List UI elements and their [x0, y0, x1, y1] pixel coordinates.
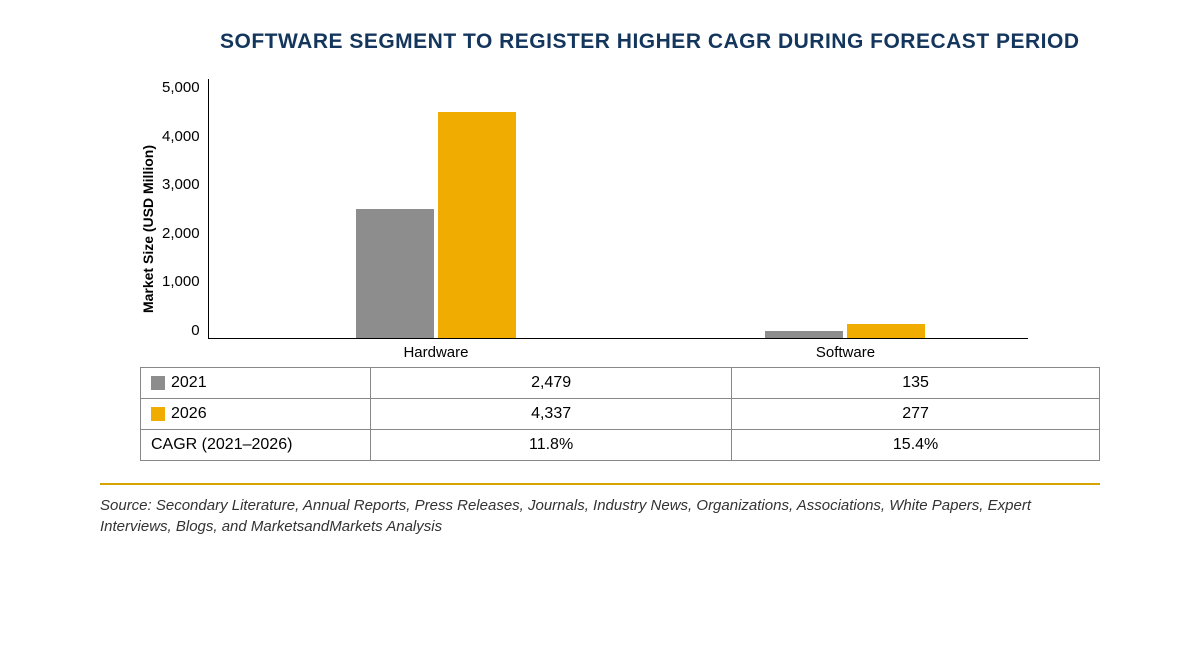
y-tick-label: 1,000 [162, 273, 200, 290]
bar [356, 209, 434, 338]
table-cell: 4,337 [371, 399, 732, 430]
bar-group: Software [765, 324, 925, 338]
y-tick-label: 0 [191, 322, 199, 339]
row-label-text: 2026 [171, 405, 207, 422]
legend-swatch-icon [151, 407, 165, 421]
bar [765, 331, 843, 338]
table-cell: 11.8% [371, 430, 732, 461]
y-axis-ticks: 5,000 4,000 3,000 2,000 1,000 0 [162, 79, 208, 339]
y-tick-label: 2,000 [162, 225, 200, 242]
x-category-label: Hardware [356, 338, 516, 361]
table-row-label: 2021 [141, 368, 371, 399]
bar-group: Hardware [356, 112, 516, 338]
table-cell: 15.4% [732, 430, 1100, 461]
bar [438, 112, 516, 338]
bar [847, 324, 925, 338]
chart-area: Market Size (USD Million) 5,000 4,000 3,00… [140, 79, 1140, 339]
table-cell: 277 [732, 399, 1100, 430]
divider-line [100, 483, 1100, 485]
y-tick-label: 4,000 [162, 128, 200, 145]
chart-container: SOFTWARE SEGMENT TO REGISTER HIGHER CAGR… [0, 0, 1200, 650]
plot-area: Hardware Software [208, 79, 1028, 339]
chart-title: SOFTWARE SEGMENT TO REGISTER HIGHER CAGR… [60, 30, 1140, 54]
table-cell: 135 [732, 368, 1100, 399]
legend-swatch-icon [151, 376, 165, 390]
data-table: 20212,47913520264,337277CAGR (2021–2026)… [140, 367, 1100, 461]
table-row: 2021 2,479135 [141, 368, 1100, 399]
row-label-text: CAGR (2021–2026) [151, 436, 292, 453]
table-cell: 2,479 [371, 368, 732, 399]
y-tick-label: 5,000 [162, 79, 200, 96]
table-row-label: CAGR (2021–2026) [141, 430, 371, 461]
table-row: CAGR (2021–2026) 11.8%15.4% [141, 430, 1100, 461]
y-axis-label: Market Size (USD Million) [140, 105, 156, 313]
source-text: Source: Secondary Literature, Annual Rep… [100, 495, 1100, 537]
table-row-label: 2026 [141, 399, 371, 430]
table-row: 2026 4,337277 [141, 399, 1100, 430]
y-tick-label: 3,000 [162, 176, 200, 193]
x-category-label: Software [765, 338, 925, 361]
row-label-text: 2021 [171, 374, 207, 391]
